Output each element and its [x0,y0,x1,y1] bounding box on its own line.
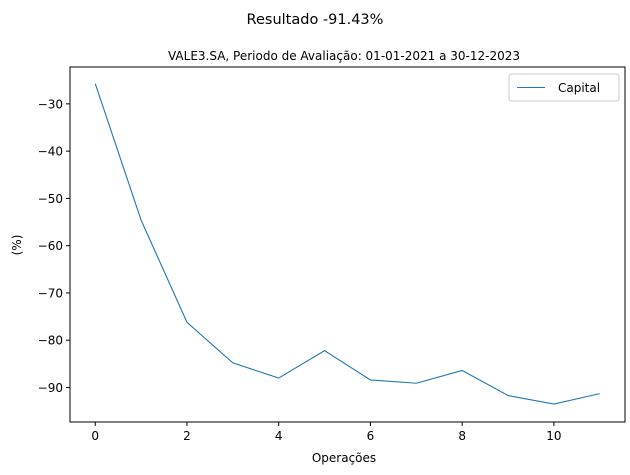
x-axis-ticks: 0 2 4 6 8 10 [91,422,562,443]
x-tick-label: 10 [546,429,561,443]
legend-box [508,73,620,102]
y-tick-label: −70 [38,286,63,300]
x-tick-label: 4 [275,429,283,443]
legend: Capital [508,73,620,102]
chart-title: VALE3.SA, Periodo de Avaliação: 01-01-20… [168,49,520,63]
x-tick-label: 0 [91,429,99,443]
x-tick-label: 2 [183,429,191,443]
x-tick-label: 6 [367,429,375,443]
y-axis-label: (%) [10,235,24,256]
y-tick-label: −40 [38,145,63,159]
series-line-capital [94,83,600,405]
y-tick-label: −60 [38,239,63,253]
y-tick-label: −80 [38,334,63,348]
plot-area: 0 2 4 6 8 10 −90 −80 −70 −60 −50 −40 −30 [38,66,626,443]
legend-label-capital: Capital [558,81,600,95]
y-tick-label: −30 [38,97,63,111]
y-tick-label: −50 [38,192,63,206]
y-axis-ticks: −90 −80 −70 −60 −50 −40 −30 [38,97,70,395]
y-tick-label: −90 [38,381,63,395]
x-tick-label: 8 [458,429,466,443]
x-axis-label: Operações [312,451,376,465]
axes-frame [69,66,626,423]
chart-suptitle: Resultado -91.43% [247,12,384,28]
